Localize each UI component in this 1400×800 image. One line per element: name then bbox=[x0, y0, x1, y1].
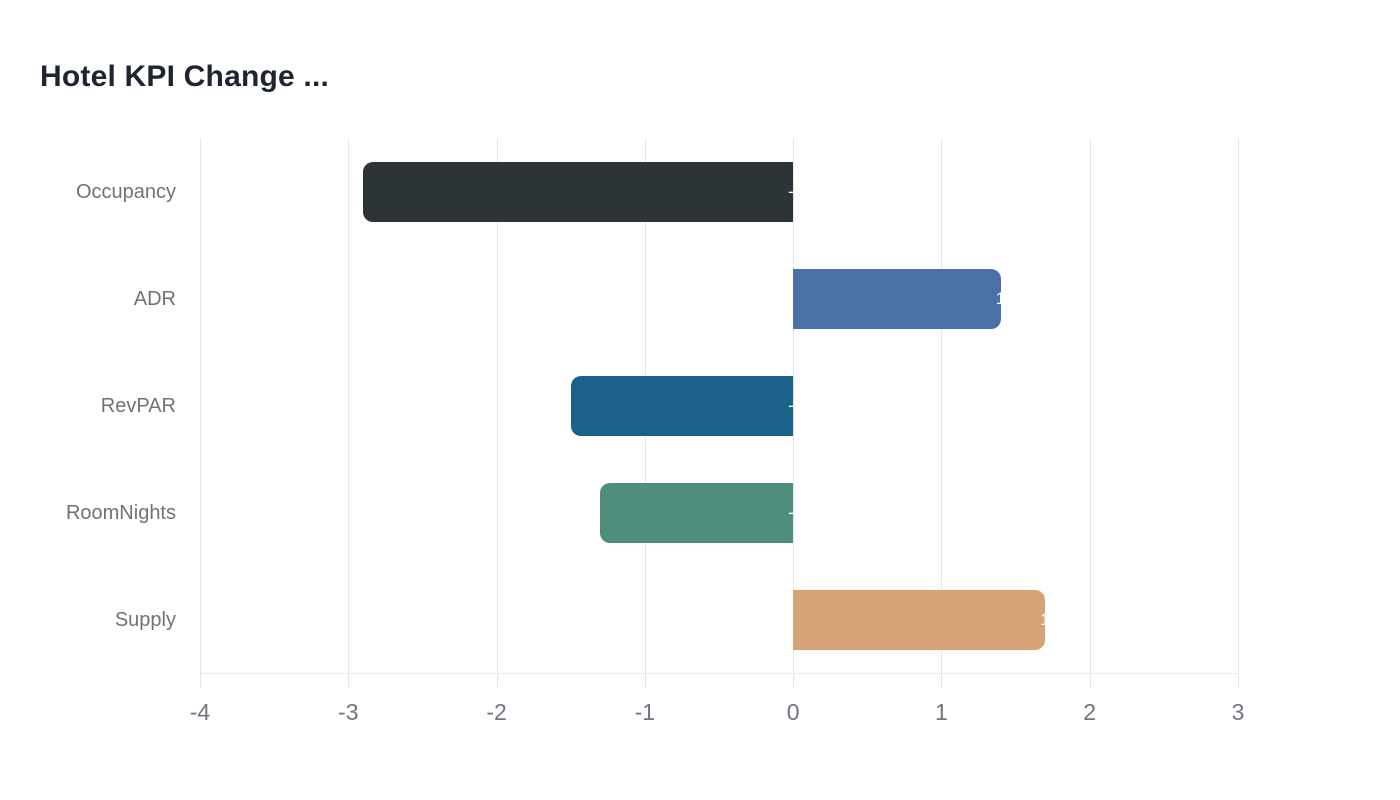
x-axis-tick-label: -1 bbox=[634, 699, 656, 725]
x-axis-tick bbox=[793, 674, 795, 688]
gridline bbox=[1238, 138, 1239, 673]
bar-revpar[interactable]: -1.5 bbox=[570, 375, 794, 436]
x-axis-tick-label: 1 bbox=[935, 699, 948, 725]
gridline bbox=[1089, 138, 1091, 673]
x-axis-tick-label: 0 bbox=[786, 699, 800, 725]
y-axis-label-occupancy: Occupancy bbox=[75, 180, 176, 203]
y-axis-label-revpar: RevPAR bbox=[100, 394, 176, 417]
bar-adr[interactable]: 1.4 bbox=[793, 268, 1001, 329]
bar-roomnights[interactable]: -1.3 bbox=[600, 482, 794, 543]
x-axis-tick bbox=[1089, 674, 1091, 688]
x-axis-tick-label: 3 bbox=[1231, 699, 1245, 725]
bar-supply[interactable]: 1.7 bbox=[793, 589, 1046, 650]
x-axis-tick-label: 2 bbox=[1083, 699, 1097, 725]
gridline bbox=[941, 138, 943, 673]
bar-value-label: -1.5 bbox=[788, 396, 793, 416]
x-axis-tick bbox=[644, 674, 646, 688]
x-axis-tick-label: -2 bbox=[486, 699, 507, 725]
bar-value-label: -2.9 bbox=[788, 182, 793, 202]
bar-value-label: 1.7 bbox=[1040, 609, 1046, 629]
gridline bbox=[200, 138, 201, 673]
y-axis-label-roomnights: RoomNights bbox=[65, 501, 176, 524]
x-axis-tick bbox=[496, 674, 498, 688]
gridline bbox=[496, 138, 498, 673]
bar-value-label: 1.4 bbox=[995, 288, 1001, 308]
bar-value-label: -1.3 bbox=[788, 503, 793, 523]
gridline bbox=[348, 138, 350, 673]
x-axis-tick bbox=[348, 674, 350, 688]
x-axis-tick bbox=[200, 674, 201, 688]
bar-occupancy[interactable]: -2.9 bbox=[363, 161, 794, 222]
gridline bbox=[793, 138, 795, 673]
x-axis-tick bbox=[941, 674, 943, 688]
x-axis-tick-label: -4 bbox=[189, 699, 211, 725]
x-axis-tick bbox=[1238, 674, 1239, 688]
y-axis-label-supply: Supply bbox=[114, 608, 176, 631]
y-axis-label-adr: ADR bbox=[133, 287, 176, 310]
chart-title: Hotel KPI Change ... bbox=[40, 60, 330, 93]
x-axis-tick-label: -3 bbox=[338, 699, 359, 725]
plot-area: -2.9 1.4 -1.5 -1.3 1.7 bbox=[200, 138, 1239, 674]
